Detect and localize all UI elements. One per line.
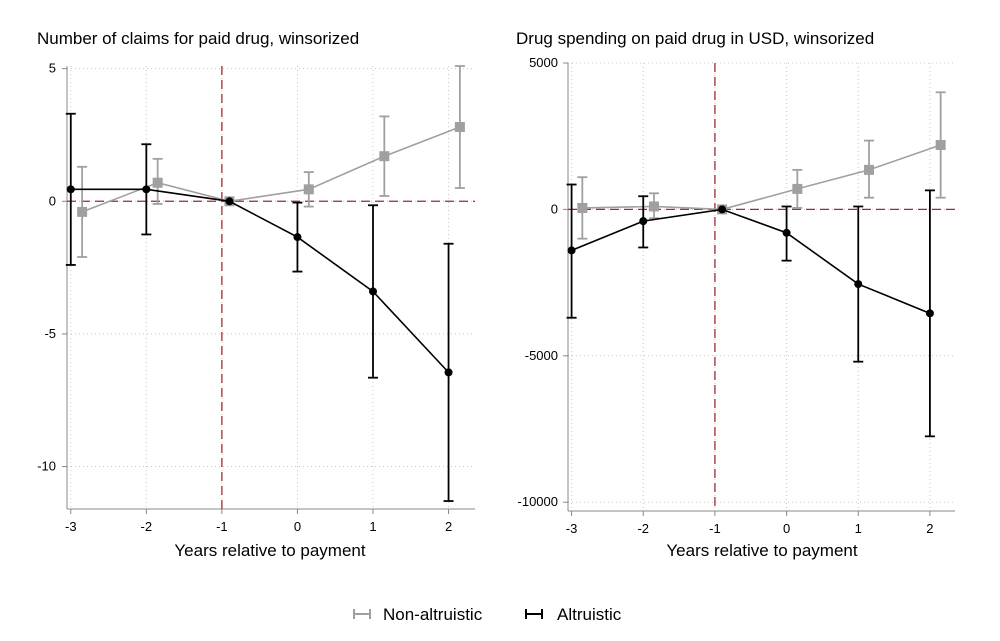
x-tick-label: 0: [294, 519, 301, 534]
chart-title: Drug spending on paid drug in USD, winso…: [516, 29, 874, 48]
y-tick-label: 0: [551, 201, 558, 216]
data-point: [225, 197, 234, 206]
data-point: [369, 287, 377, 296]
data-point: [649, 201, 659, 212]
data-point: [152, 177, 163, 188]
legend-label: Non-altruistic: [383, 605, 483, 624]
data-point: [639, 217, 648, 226]
legend-label: Altruistic: [557, 605, 622, 624]
data-point: [792, 183, 803, 194]
data-point: [444, 368, 453, 377]
data-point: [577, 202, 588, 213]
data-point: [66, 185, 75, 194]
legend-item-non-altruistic: Non-altruistic: [353, 605, 483, 624]
series-non-altruistic: [577, 91, 946, 240]
x-tick-label: 1: [855, 521, 862, 536]
y-tick-label: 5: [49, 61, 56, 76]
data-point: [454, 122, 465, 133]
series-line: [582, 144, 941, 211]
data-point: [782, 228, 791, 237]
y-tick-label: 5000: [529, 55, 558, 70]
x-tick-label: -1: [709, 521, 721, 536]
axes: 50-5-10-3 -2 -1 0 1 2: [37, 61, 475, 534]
x-tick-label: -1: [216, 519, 228, 534]
grid: [67, 66, 475, 509]
x-tick-label: -3: [65, 519, 77, 534]
x-tick-label: -2: [637, 521, 649, 536]
x-axis-label: Years relative to payment: [174, 541, 365, 560]
data-point: [379, 151, 390, 162]
panel-claims: Number of claims for paid drug, winsoriz…: [37, 29, 475, 560]
y-tick-label: -10000: [518, 494, 558, 509]
grid: [568, 62, 955, 511]
x-tick-label: 1: [369, 519, 376, 534]
data-point: [718, 205, 727, 214]
chart-title: Number of claims for paid drug, winsoriz…: [37, 29, 359, 48]
y-tick-label: -5000: [525, 348, 558, 363]
series-line: [70, 188, 450, 373]
x-tick-label: -2: [141, 519, 153, 534]
series-line: [81, 126, 461, 213]
legend: Non-altruistic Altruistic: [353, 605, 622, 624]
legend-swatch-non-altruistic: [353, 609, 371, 619]
y-tick-label: 0: [49, 193, 56, 208]
data-point: [935, 139, 946, 150]
data-point: [77, 206, 88, 217]
y-tick-label: -5: [44, 326, 56, 341]
data-point: [864, 164, 874, 175]
data-point: [293, 233, 302, 242]
data-point: [854, 280, 863, 289]
legend-swatch-altruistic: [525, 609, 543, 619]
data-point: [142, 185, 151, 194]
x-tick-label: 2: [445, 519, 452, 534]
series-altruistic: [65, 112, 454, 502]
series-altruistic: [566, 183, 935, 438]
reference-lines: [67, 66, 475, 509]
data-point: [567, 246, 576, 255]
x-tick-label: 0: [783, 521, 790, 536]
panel-spending: Drug spending on paid drug in USD, winso…: [516, 29, 955, 560]
series-non-altruistic: [77, 65, 465, 258]
legend-item-altruistic: Altruistic: [525, 605, 622, 624]
data-point: [303, 184, 314, 195]
data-point: [925, 309, 934, 318]
x-tick-label: 2: [926, 521, 933, 536]
series-line: [571, 208, 931, 315]
axes: 5000 0 -5000 -10000 -3 -2 -1 0 1 2: [518, 55, 955, 536]
x-tick-label: -3: [566, 521, 578, 536]
reference-lines: [568, 63, 955, 511]
y-tick-label: -10: [37, 459, 56, 474]
x-axis-label: Years relative to payment: [666, 541, 857, 560]
